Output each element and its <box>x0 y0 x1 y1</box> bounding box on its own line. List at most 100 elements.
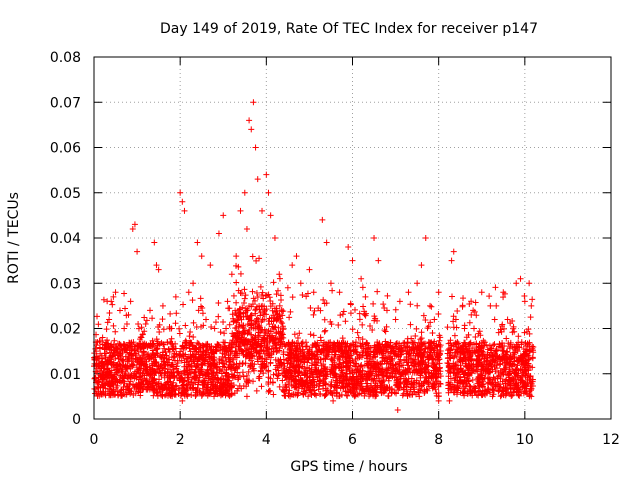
data-point <box>528 302 535 309</box>
data-point <box>204 383 211 390</box>
data-point <box>187 329 194 336</box>
data-point <box>387 339 394 346</box>
data-point <box>237 270 244 277</box>
data-point <box>462 370 469 377</box>
data-point <box>336 360 343 367</box>
data-point <box>123 384 130 391</box>
data-point <box>526 346 533 353</box>
data-point <box>307 305 314 312</box>
data-point <box>276 383 283 390</box>
data-point <box>403 343 410 350</box>
data-point <box>338 346 345 353</box>
data-point <box>332 381 339 388</box>
data-point <box>108 346 115 353</box>
data-point <box>279 320 286 327</box>
data-point <box>337 312 344 319</box>
data-point <box>170 366 177 373</box>
data-point <box>199 310 206 317</box>
data-point <box>416 343 423 350</box>
data-point <box>502 362 509 369</box>
data-point <box>529 296 536 303</box>
data-point <box>411 346 418 353</box>
data-point <box>232 325 239 332</box>
data-point <box>258 383 265 390</box>
data-point <box>149 380 156 387</box>
data-point <box>382 358 389 365</box>
data-point <box>359 321 366 328</box>
data-point <box>279 325 286 332</box>
data-point <box>494 347 501 354</box>
data-point <box>159 316 166 323</box>
data-point <box>330 341 337 348</box>
data-point <box>96 355 103 362</box>
data-point <box>402 344 409 351</box>
data-point <box>300 390 307 397</box>
data-point <box>252 344 259 351</box>
data-point <box>354 365 361 372</box>
data-point <box>436 332 443 339</box>
data-point <box>418 329 425 336</box>
data-point <box>257 312 264 319</box>
data-point <box>301 380 308 387</box>
data-point <box>406 365 413 372</box>
data-point <box>459 357 466 364</box>
data-point <box>103 341 110 348</box>
data-point <box>224 298 231 305</box>
data-point <box>326 348 333 355</box>
data-point <box>345 244 352 251</box>
data-point <box>170 386 177 393</box>
data-point <box>510 323 517 330</box>
data-point <box>165 345 172 352</box>
data-point <box>363 340 370 347</box>
data-point <box>416 360 423 367</box>
data-point <box>287 370 294 377</box>
data-point <box>336 354 343 361</box>
data-point <box>219 350 226 357</box>
data-point <box>137 392 144 399</box>
data-point <box>243 393 250 400</box>
data-point <box>505 389 512 396</box>
data-point <box>221 343 228 350</box>
data-point <box>315 378 322 385</box>
data-point <box>486 355 493 362</box>
data-point <box>381 327 388 334</box>
data-point <box>379 354 386 361</box>
data-point <box>162 381 169 388</box>
data-point <box>289 294 296 301</box>
data-point <box>497 356 504 363</box>
data-point <box>267 212 274 219</box>
data-point <box>187 348 194 355</box>
data-point <box>101 346 108 353</box>
data-point <box>518 377 525 384</box>
data-point <box>356 381 363 388</box>
data-point <box>192 345 199 352</box>
data-point <box>505 372 512 379</box>
data-point <box>151 375 158 382</box>
data-point <box>254 358 261 365</box>
data-point <box>127 298 134 305</box>
data-point <box>230 292 237 299</box>
data-point <box>353 376 360 383</box>
data-points <box>91 99 537 413</box>
data-point <box>306 266 313 273</box>
data-point <box>248 331 255 338</box>
data-point <box>320 361 327 368</box>
data-point <box>262 356 269 363</box>
data-point <box>254 315 261 322</box>
data-point <box>236 360 243 367</box>
data-point <box>311 307 318 314</box>
data-point <box>166 373 173 380</box>
data-point <box>278 361 285 368</box>
data-point <box>523 328 530 335</box>
data-point <box>520 369 527 376</box>
data-point <box>520 345 527 352</box>
data-point <box>271 235 278 241</box>
data-point <box>167 369 174 376</box>
data-point <box>148 370 155 377</box>
data-point <box>265 189 272 196</box>
data-point <box>186 333 193 340</box>
data-point <box>234 317 241 324</box>
data-point <box>188 392 195 399</box>
data-point <box>134 248 141 255</box>
data-point <box>343 366 350 373</box>
